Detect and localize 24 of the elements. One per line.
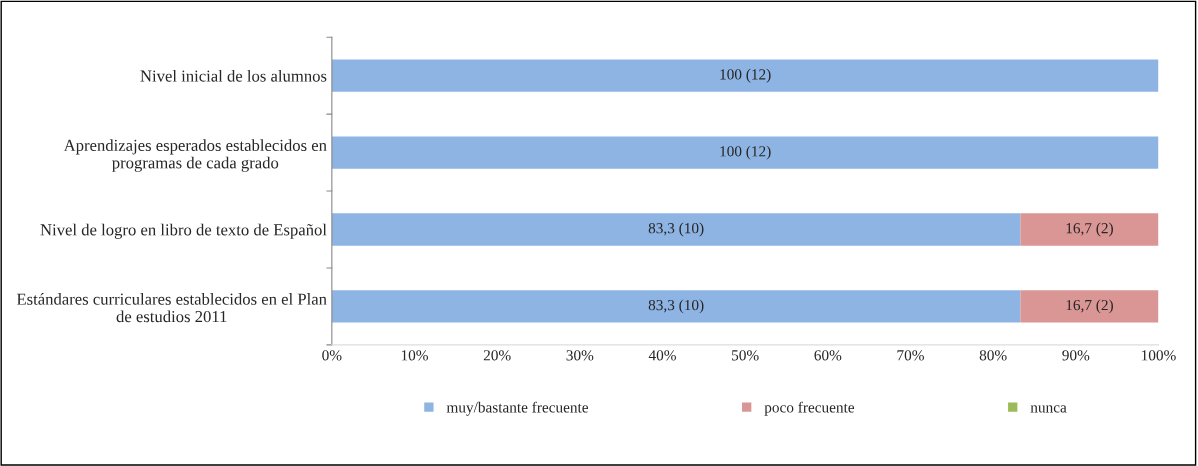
x-tick-label: 80% bbox=[979, 350, 1007, 361]
x-tick-label: 70% bbox=[897, 350, 924, 361]
x-tick-label: 30% bbox=[566, 350, 594, 361]
data-label: 83,3 (10) bbox=[648, 299, 704, 314]
x-tick-label: 100% bbox=[1141, 350, 1176, 361]
y-tick-label: Estándares curriculares establecidos en el Plan de estudios 2011 bbox=[16, 293, 327, 323]
data-label: 16,7 (2) bbox=[1066, 299, 1113, 314]
legend-label: poco frecuente bbox=[764, 401, 855, 416]
legend-label: nunca bbox=[1030, 405, 1067, 413]
x-tick-label: 10% bbox=[401, 350, 428, 361]
x-tick-label: 20% bbox=[483, 350, 511, 361]
x-tick-label: 0% bbox=[322, 350, 342, 361]
y-tick-label: Nivel inicial de los alumnos bbox=[140, 69, 327, 82]
y-tick-label: Aprendizajes esperados establecidos en programas de cada grado bbox=[63, 139, 327, 172]
data-label: 16,7 (2) bbox=[1066, 222, 1113, 237]
legend-label: muy/bastante frecuente bbox=[446, 401, 589, 416]
data-label: 83,3 (10) bbox=[648, 222, 704, 237]
data-label: 100 (12) bbox=[720, 145, 771, 160]
x-tick-label: 90% bbox=[1062, 350, 1090, 361]
x-tick-label: 50% bbox=[732, 350, 759, 361]
x-tick-label: 40% bbox=[648, 350, 676, 361]
x-tick-label: 60% bbox=[814, 350, 842, 361]
y-tick-label: Nivel de logro en libro de texto de Español bbox=[40, 223, 327, 239]
data-label: 100 (12) bbox=[720, 68, 771, 83]
